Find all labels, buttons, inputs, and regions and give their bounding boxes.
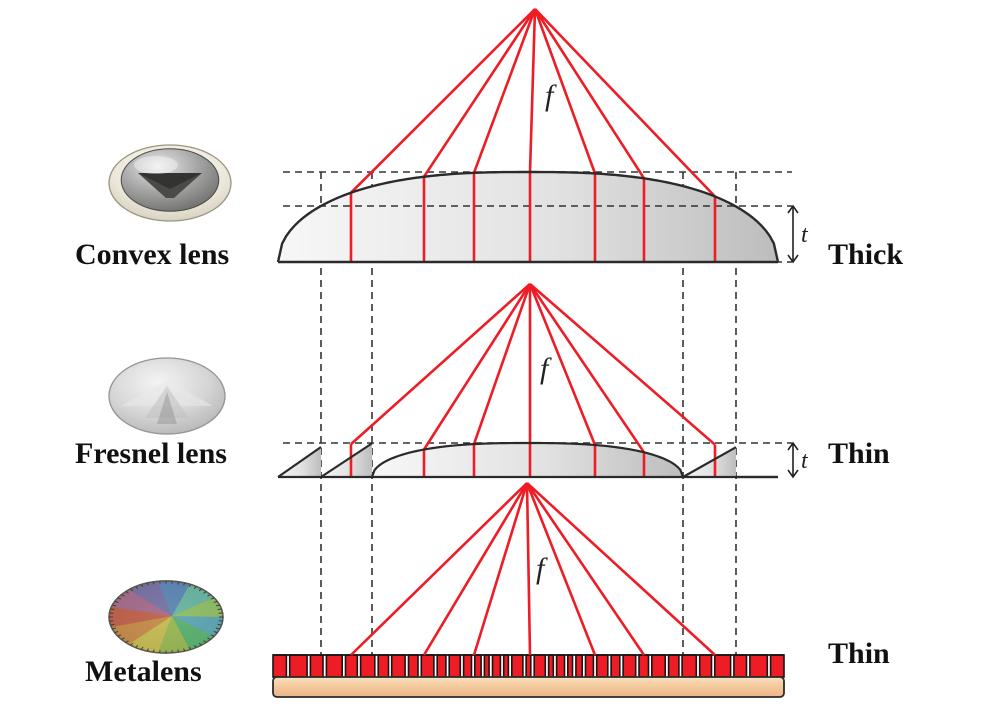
svg-text:t: t — [801, 448, 809, 474]
svg-text:f: f — [536, 552, 548, 585]
svg-text:f: f — [540, 352, 552, 385]
svg-text:f: f — [545, 79, 557, 112]
svg-text:t: t — [801, 222, 809, 248]
